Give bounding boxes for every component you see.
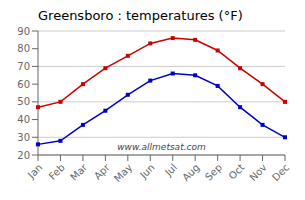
svg-text:Mar: Mar	[68, 161, 90, 183]
svg-text:May: May	[112, 162, 134, 184]
svg-text:Jan: Jan	[25, 162, 44, 181]
html-text:Greensboro : temperatures (°F): Greensboro : temperatures (°F)	[38, 8, 243, 23]
html-text:www.allmetsat.com: www.allmetsat.com	[117, 142, 206, 152]
svg-text:Oct: Oct	[227, 162, 247, 182]
svg-text:Aug: Aug	[180, 162, 202, 184]
svg-text:30: 30	[17, 132, 30, 143]
svg-text:Jul: Jul	[162, 162, 179, 179]
svg-text:80: 80	[17, 43, 30, 54]
svg-text:60: 60	[17, 79, 30, 90]
svg-text:Jun: Jun	[137, 162, 157, 182]
svg-text:20: 20	[17, 150, 30, 161]
svg-text:70: 70	[17, 61, 30, 72]
svg-text:90: 90	[17, 26, 30, 37]
svg-text:50: 50	[17, 96, 30, 107]
svg-text:Feb: Feb	[47, 162, 67, 182]
svg-text:Nov: Nov	[247, 162, 269, 184]
svg-text:40: 40	[17, 114, 30, 125]
svg-text:Apr: Apr	[92, 161, 113, 182]
svg-text:Sep: Sep	[203, 162, 224, 183]
svg-text:Dec: Dec	[270, 162, 291, 183]
